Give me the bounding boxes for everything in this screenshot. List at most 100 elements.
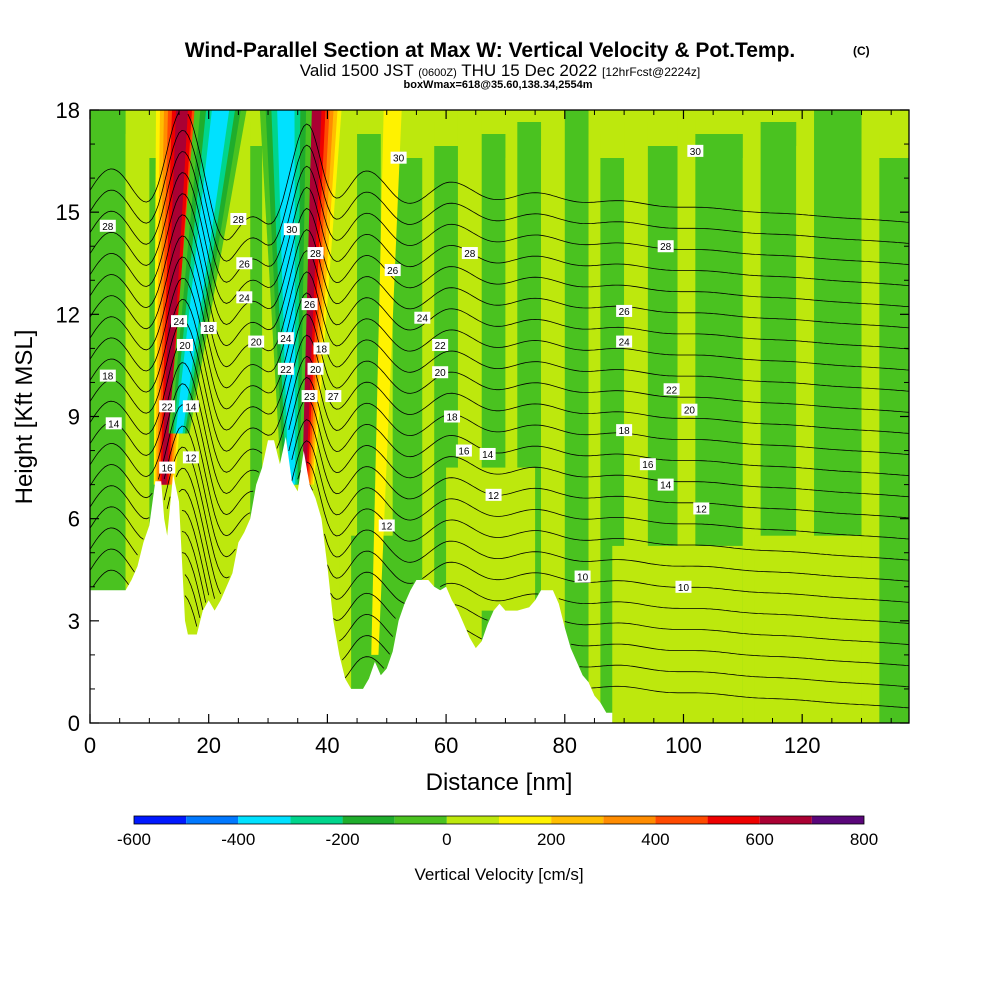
isentrope-label-text: 14 <box>108 419 120 430</box>
isentrope-29 <box>90 151 909 283</box>
isentrope-26 <box>90 214 909 347</box>
y-tick-label: 9 <box>68 405 80 430</box>
x-tick-label: 60 <box>434 733 458 758</box>
isentrope-label-text: 18 <box>203 324 215 335</box>
colorbar-tick-label: 600 <box>746 830 774 849</box>
isentrope-label-text: 24 <box>619 338 631 349</box>
isentrope-label-text: 24 <box>173 317 185 328</box>
isentrope-23 <box>90 277 909 410</box>
colorbar-tick-label: -400 <box>221 830 255 849</box>
x-tick-label: 20 <box>196 733 220 758</box>
isentrope-label: 14 <box>479 447 496 461</box>
isentrope-label-text: 16 <box>162 464 174 475</box>
isentrope-label: 30 <box>687 144 704 158</box>
isentrope-14 <box>90 467 909 595</box>
x-tick-label: 80 <box>553 733 577 758</box>
copyright-mark: (C) <box>853 44 870 58</box>
colorbar-tick-label: 400 <box>641 830 669 849</box>
field-column <box>422 122 435 723</box>
isentrope-label: 14 <box>657 478 674 492</box>
isentrope-label: 20 <box>176 338 193 352</box>
isentrope-label: 10 <box>675 580 692 594</box>
isentrope-label-text: 10 <box>577 573 589 584</box>
isentrope-label: 26 <box>616 304 633 318</box>
isentrope-20 <box>90 341 909 473</box>
isentrope-21 <box>90 319 909 452</box>
y-tick-label: 6 <box>68 507 80 532</box>
colorbar-bin <box>655 816 708 824</box>
isentrope-label: 23 <box>301 390 318 403</box>
isentrope-label: 28 <box>307 247 324 260</box>
isentrope-label-text: 12 <box>381 521 393 532</box>
isentrope-label: 12 <box>485 488 502 502</box>
isentrope-label: 12 <box>182 451 199 464</box>
isentrope-27 <box>90 193 909 325</box>
isentrope-22 <box>90 298 909 431</box>
isentrope-label-text: 16 <box>642 460 654 471</box>
y-tick-label: 12 <box>56 302 80 327</box>
isentrope-25 <box>90 235 909 368</box>
isentrope-label-text: 20 <box>251 338 263 349</box>
isentrope-9 <box>184 574 909 688</box>
isentrope-24 <box>90 256 909 389</box>
field-column <box>861 134 880 723</box>
forecast-tag: [12hrFcst@2224z] <box>602 65 700 79</box>
field-patch <box>754 535 862 723</box>
isentrope-label: 18 <box>200 321 217 335</box>
isentrope-label-text: 28 <box>464 249 476 260</box>
isentrope-label-text: 14 <box>660 481 672 492</box>
colorbar-bin <box>759 816 812 824</box>
isentrope-label-text: 20 <box>435 368 447 379</box>
isentrope-label: 20 <box>307 362 324 376</box>
isentrope-label-text: 26 <box>619 307 631 318</box>
isentrope-label: 28 <box>461 247 478 260</box>
isentrope-label-text: 24 <box>280 334 292 345</box>
field-column <box>505 158 518 723</box>
colorbar-tick-label: 200 <box>537 830 565 849</box>
colorbar-tick-label: -200 <box>326 830 360 849</box>
isentrope-label-text: 28 <box>310 249 322 260</box>
colorbar-bin <box>186 816 239 824</box>
colorbar-bin <box>551 816 604 824</box>
isentrope-label-text: 16 <box>458 447 470 458</box>
field-column <box>879 158 909 723</box>
isentrope-label-text: 24 <box>239 293 251 304</box>
isentrope-label-text: 20 <box>179 341 191 352</box>
isentrope-label-text: 20 <box>310 365 322 376</box>
colorbar-tick-label: -600 <box>117 830 151 849</box>
isentrope-label: 28 <box>657 240 674 253</box>
colorbar-bin <box>342 816 395 824</box>
isentrope-label: 28 <box>230 212 247 226</box>
isentrope-label-text: 28 <box>660 242 672 253</box>
valid-time: Valid 1500 JST <box>300 61 414 80</box>
isentrope-28 <box>90 172 909 304</box>
isentrope-label: 16 <box>159 461 176 475</box>
isentrope-label: 18 <box>444 410 461 424</box>
isentrope-label: 12 <box>378 519 395 532</box>
isentrope-label-text: 28 <box>102 222 114 233</box>
y-tick-label: 18 <box>56 98 80 123</box>
field-column <box>541 146 565 723</box>
colorbar-bin <box>499 816 552 824</box>
isentrope-label-text: 24 <box>417 314 429 325</box>
isentrope-label-text: 30 <box>286 225 298 236</box>
isentrope-label: 16 <box>455 444 472 458</box>
valid-date: THU 15 Dec 2022 <box>461 61 597 80</box>
x-tick-label: 0 <box>84 733 96 758</box>
isentrope-label: 24 <box>616 335 633 349</box>
isentrope-label-text: 26 <box>387 266 399 277</box>
isentrope-10 <box>181 552 909 667</box>
isentrope-12 <box>92 510 909 624</box>
isentrope-label-text: 22 <box>435 341 447 352</box>
isentrope-label: 24 <box>277 332 294 345</box>
colorbar-bin <box>238 816 291 824</box>
isentrope-label-text: 14 <box>185 402 197 413</box>
isentrope-label: 28 <box>99 219 116 233</box>
isentrope-label-text: 23 <box>304 392 316 403</box>
x-tick-label: 120 <box>784 733 821 758</box>
isentrope-15 <box>90 446 909 579</box>
isentrope-16 <box>90 425 909 558</box>
isentrope-label: 10 <box>574 570 591 584</box>
isentrope-label: 26 <box>236 257 253 270</box>
